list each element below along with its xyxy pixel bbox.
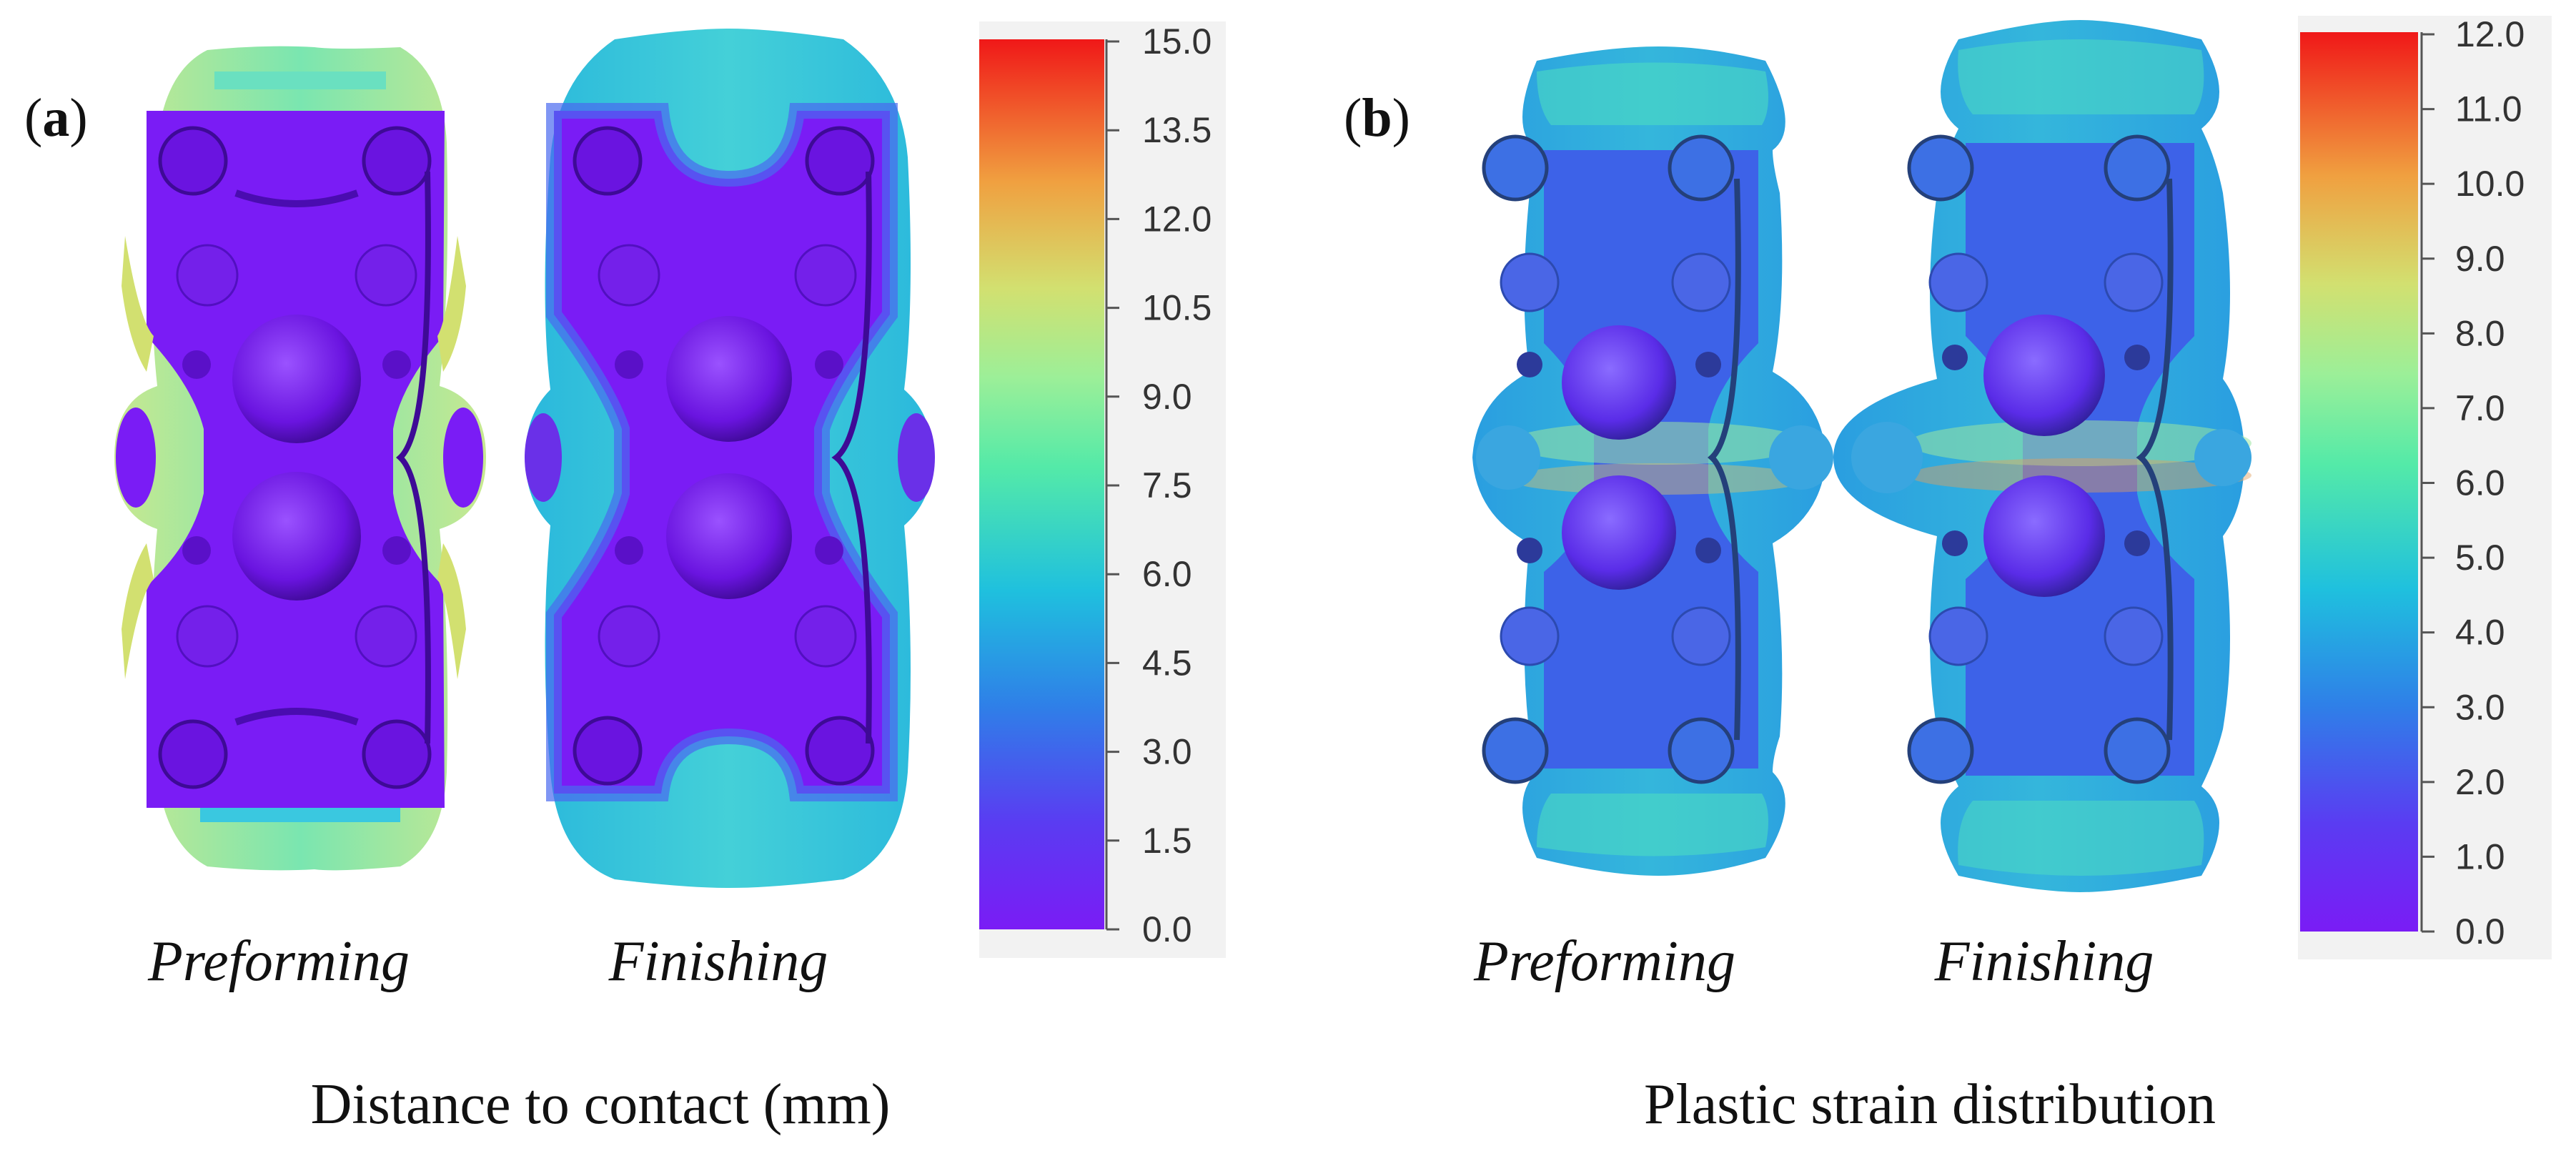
panel-b-colorbar-gradient <box>2300 32 2418 932</box>
panel-b-label: (b) <box>1344 88 1410 148</box>
panel-a-caption: Distance to contact (mm) <box>310 1073 891 1136</box>
colorbar-tick-label: 0.0 <box>2455 911 2505 952</box>
panel-a-colorbar: 15.0 13.5 12.0 10.5 9.0 7.5 6.0 4.5 3.0 1.5 0.0 <box>979 21 1226 958</box>
colorbar-tick-label: 6.0 <box>2455 463 2505 503</box>
colorbar-tick-label: 9.0 <box>1142 377 1192 417</box>
panel-b-preforming-part <box>1472 46 1833 876</box>
panel-b-preforming-caption: Preforming <box>1474 930 1735 993</box>
colorbar-tick-label: 4.5 <box>1142 643 1192 683</box>
colorbar-tick-label: 3.0 <box>2455 687 2505 727</box>
panel-a-label: (a) <box>24 88 88 148</box>
colorbar-tick-label: 0.0 <box>1142 909 1192 949</box>
panel-a-finishing-caption: Finishing <box>608 930 828 993</box>
panel-a-colorbar-gradient <box>979 39 1104 929</box>
colorbar-tick-label: 13.5 <box>1142 110 1212 150</box>
colorbar-tick-label: 11.0 <box>2455 89 2522 129</box>
panel-a-finishing-part <box>525 29 935 888</box>
colorbar-tick-label: 15.0 <box>1142 21 1212 61</box>
colorbar-tick-label: 1.5 <box>1142 821 1192 861</box>
colorbar-tick-label: 8.0 <box>2455 313 2505 353</box>
colorbar-tick-label: 7.0 <box>2455 388 2505 428</box>
panel-b-letter: b <box>1362 88 1392 148</box>
colorbar-tick-label: 4.0 <box>2455 613 2505 653</box>
colorbar-tick-label: 6.0 <box>1142 554 1192 594</box>
colorbar-tick-label: 12.0 <box>1142 199 1212 239</box>
panel-b-finishing-part <box>1833 20 2251 892</box>
colorbar-tick-label: 10.0 <box>2455 164 2525 204</box>
panel-b-finishing-caption: Finishing <box>1934 930 2154 993</box>
colorbar-tick-label: 7.5 <box>1142 465 1192 505</box>
colorbar-tick-label: 12.0 <box>2455 14 2525 54</box>
colorbar-tick-label: 5.0 <box>2455 538 2505 578</box>
colorbar-tick-label: 9.0 <box>2455 239 2505 279</box>
colorbar-tick-label: 1.0 <box>2455 836 2505 876</box>
colorbar-tick-label: 2.0 <box>2455 762 2505 802</box>
panel-a-preforming-caption: Preforming <box>148 930 410 993</box>
panel-b-caption: Plastic strain distribution <box>1644 1073 2216 1136</box>
panel-a-letter: a <box>42 88 70 148</box>
colorbar-tick-label: 10.5 <box>1142 288 1212 328</box>
colorbar-tick-label: 3.0 <box>1142 732 1192 772</box>
panel-b-colorbar: 12.0 11.0 10.0 9.0 8.0 7.0 6.0 5.0 4.0 3.0 2.0 1.0 0… <box>2298 14 2552 959</box>
panel-a-preforming-part <box>114 46 486 871</box>
